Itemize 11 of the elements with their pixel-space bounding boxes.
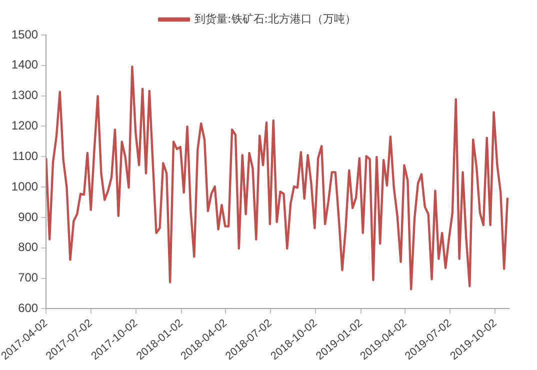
y-tick-label: 1300 <box>11 88 38 102</box>
y-tick-label: 1100 <box>12 148 38 163</box>
y-tick-label: 1400 <box>11 58 38 72</box>
y-tick-label: 800 <box>18 240 38 254</box>
y-tick-label: 900 <box>18 210 38 224</box>
y-tick-label: 600 <box>18 301 38 316</box>
y-tick-label: 1200 <box>11 118 38 133</box>
y-tick-label: 1000 <box>11 179 38 194</box>
y-tick-label: 1500 <box>11 27 38 42</box>
y-tick-label: 700 <box>18 270 38 285</box>
legend-label: 到货量:铁矿石:北方港口（万吨） <box>194 12 356 26</box>
